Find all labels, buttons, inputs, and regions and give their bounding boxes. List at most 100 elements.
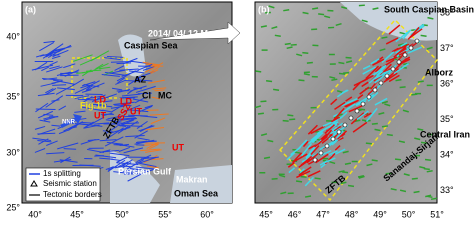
grid-arrow xyxy=(417,80,424,83)
x-tick-label: 60° xyxy=(200,209,214,219)
grid-arrow xyxy=(426,169,433,173)
grid-arrow xyxy=(266,80,273,83)
grid-arrow xyxy=(298,79,305,82)
splitting-bar xyxy=(39,50,61,57)
splitting-bar xyxy=(142,143,159,146)
splitting-bar xyxy=(81,89,92,93)
splitting-bar xyxy=(94,122,110,125)
splitting-bar xyxy=(142,61,160,66)
splitting-bar xyxy=(152,87,167,90)
fig-ref: Fig.1b xyxy=(80,100,107,110)
splitting-bar xyxy=(76,72,86,74)
splitting-bar xyxy=(113,171,133,175)
splitting-bar xyxy=(339,111,348,120)
grid-arrow xyxy=(414,137,421,141)
splitting-bar xyxy=(322,157,336,164)
splitting-bar xyxy=(114,104,132,107)
place-label: Persian Gulf xyxy=(118,166,172,176)
splitting-bar xyxy=(79,164,101,167)
grid-arrow xyxy=(419,166,426,169)
x-tick-label: 47° xyxy=(316,209,330,219)
splitting-bar xyxy=(334,145,341,151)
splitting-bar xyxy=(80,85,89,89)
station xyxy=(330,136,336,142)
y-tick-label: 37° xyxy=(440,43,454,53)
splitting-bar xyxy=(341,103,356,114)
splitting-bar xyxy=(45,88,57,96)
grid-arrow xyxy=(257,112,264,115)
station xyxy=(378,80,384,86)
splitting-bar xyxy=(116,156,128,163)
splitting-bar xyxy=(95,63,104,70)
grid-arrow xyxy=(371,122,378,125)
splitting-bar xyxy=(107,165,118,171)
splitting-bar xyxy=(46,66,63,73)
station xyxy=(348,115,354,121)
splitting-bar xyxy=(348,105,363,113)
splitting-bar xyxy=(116,162,139,165)
splitting-bar xyxy=(136,154,152,163)
splitting-bar xyxy=(39,41,55,52)
splitting-bar xyxy=(145,126,165,131)
splitting-bar xyxy=(121,93,141,97)
grid-arrow xyxy=(399,189,407,193)
x-tick-label: 50° xyxy=(402,209,416,219)
grid-arrow xyxy=(411,93,418,96)
splitting-bar xyxy=(104,71,127,77)
splitting-bar xyxy=(398,50,407,56)
splitting-bar xyxy=(118,161,129,168)
splitting-bar xyxy=(306,152,319,164)
grid-arrow xyxy=(426,195,433,199)
place-label: Central Iran xyxy=(420,129,470,139)
grid-arrow xyxy=(284,42,291,46)
grid-arrow xyxy=(417,128,424,131)
splitting-bar xyxy=(49,65,60,70)
y-tick-label: 40° xyxy=(6,31,20,41)
splitting-bar xyxy=(123,104,141,113)
splitting-bar xyxy=(370,58,380,65)
grid-arrow xyxy=(314,177,321,180)
splitting-bar xyxy=(80,121,94,124)
grid-arrow xyxy=(372,7,379,11)
grid-arrow xyxy=(381,125,389,128)
x-tick-label: 51° xyxy=(430,209,444,219)
splitting-bar xyxy=(407,26,420,40)
splitting-bar xyxy=(320,133,328,141)
grid-arrow xyxy=(273,88,280,92)
grid-arrow xyxy=(345,60,353,64)
splitting-bar xyxy=(37,92,55,97)
grid-arrow xyxy=(329,76,336,80)
splitting-bar xyxy=(99,157,113,160)
grid-arrow xyxy=(341,6,348,10)
splitting-bar xyxy=(81,69,92,77)
x-tick-label: 46° xyxy=(288,209,302,219)
splitting-bar xyxy=(288,167,296,174)
splitting-bar xyxy=(310,125,325,135)
splitting-bar xyxy=(113,144,127,147)
splitting-bar xyxy=(132,98,149,103)
splitting-bar xyxy=(145,149,162,153)
splitting-bar xyxy=(296,170,311,179)
splitting-bar xyxy=(333,125,342,132)
splitting-bar xyxy=(301,142,313,157)
splitting-bar xyxy=(55,46,72,51)
splitting-bar xyxy=(85,69,102,72)
station xyxy=(360,101,366,107)
grid-arrow xyxy=(427,16,434,20)
splitting-bar xyxy=(73,54,93,62)
splitting-bar xyxy=(330,116,341,123)
legend-label: Seismic station xyxy=(43,179,97,188)
grid-arrow xyxy=(420,141,428,145)
splitting-bar xyxy=(142,65,156,71)
splitting-bar xyxy=(85,84,94,91)
legend-label: 1s splitting xyxy=(43,169,81,178)
splitting-bar xyxy=(43,77,58,81)
splitting-bar xyxy=(81,81,96,87)
splitting-bar xyxy=(138,63,153,71)
splitting-bar xyxy=(374,97,388,106)
splitting-bar xyxy=(316,124,333,135)
study-box xyxy=(278,18,439,202)
splitting-bar xyxy=(139,156,157,164)
splitting-bar xyxy=(109,69,126,74)
splitting-bar xyxy=(129,109,149,113)
